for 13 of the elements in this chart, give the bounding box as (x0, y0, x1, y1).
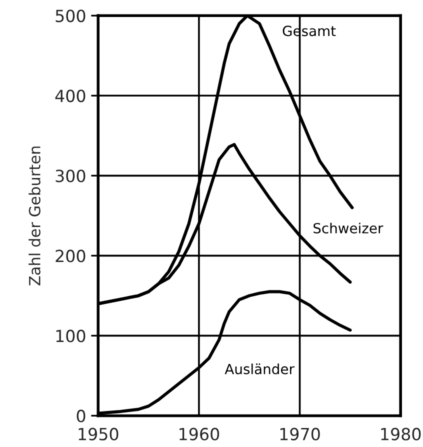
y-tick-label: 300 (56, 170, 86, 182)
y-tick-label: 500 (56, 10, 86, 22)
y-tick-label: 400 (55, 90, 86, 102)
y-tick-label: 200 (56, 250, 86, 262)
y-tick-label: 0 (76, 410, 86, 422)
y-axis-title: Zahl der Geburten (28, 146, 40, 286)
series-label: Ausländer (224, 364, 294, 374)
x-tick-label: 1980 (381, 428, 421, 440)
x-tick-label: 1950 (78, 428, 118, 440)
series-label: Schweizer (314, 222, 384, 234)
x-tick-label: 1960 (180, 428, 220, 440)
y-tick-label: 100 (56, 330, 86, 342)
x-tick-label: 1970 (280, 428, 320, 440)
